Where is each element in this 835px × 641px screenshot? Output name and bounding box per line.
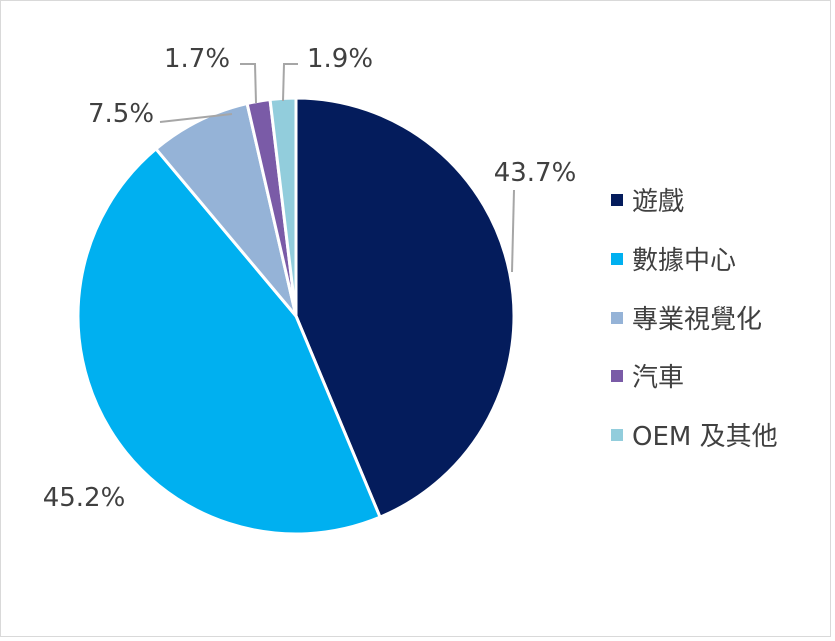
pie-slices [76,96,516,536]
legend-label-datacenter: 數據中心 [632,246,736,276]
legend-label-gaming: 遊戲 [632,187,684,217]
leader-line-oem [282,63,298,102]
data-label-auto: 1.7% [164,44,230,74]
leader-line-auto [240,63,257,104]
data-label-gaming: 43.7% [494,158,577,188]
legend: 遊戲 數據中心 專業視覺化 汽車 OEM 及其他 [611,187,778,452]
data-labels: 43.7% 45.2% 7.5% 1.7% 1.9% [43,44,577,513]
leader-line-pro-viz [159,113,233,123]
legend-label-pro-viz: 專業視覺化 [632,305,762,335]
legend-swatch-datacenter [611,253,623,265]
legend-swatch-gaming [611,194,623,206]
legend-item-pro-viz: 專業視覺化 [611,305,762,335]
legend-item-datacenter: 數據中心 [611,246,736,276]
legend-item-auto: 汽車 [611,363,684,393]
legend-label-oem: OEM 及其他 [632,422,778,452]
pie-slice-gaming [294,96,516,519]
leader-lines [159,63,515,273]
pie-slice-pro-viz [154,102,298,318]
legend-item-oem: OEM 及其他 [611,422,778,452]
data-label-datacenter: 45.2% [43,483,126,513]
legend-item-gaming: 遊戲 [611,187,684,217]
legend-swatch-pro-viz [611,312,623,324]
data-label-oem: 1.9% [307,44,373,74]
leader-line-gaming [511,189,515,273]
data-label-pro-viz: 7.5% [88,99,154,129]
legend-swatch-oem [611,429,623,441]
pie-slice-datacenter [76,147,382,536]
legend-label-auto: 汽車 [632,363,684,393]
legend-swatch-auto [611,370,623,382]
